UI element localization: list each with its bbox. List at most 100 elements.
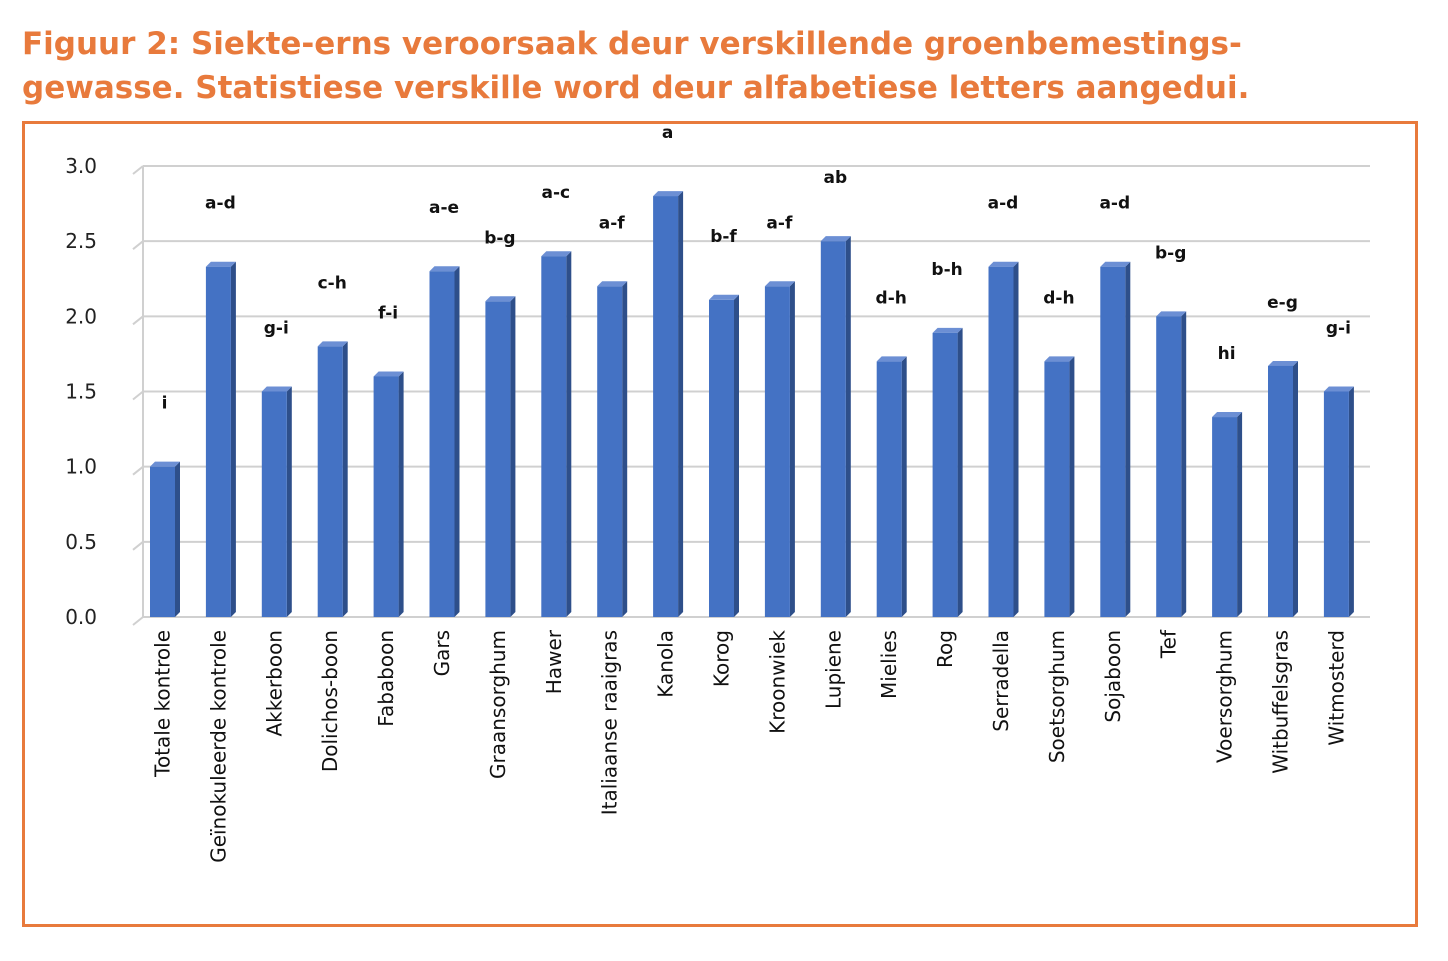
bar-top [1156,311,1187,317]
bar [876,361,902,617]
bar-side [454,266,460,617]
bar [541,256,567,617]
bar-top [932,327,963,333]
bar [1044,361,1070,617]
bar-top [429,266,460,272]
bar [764,286,790,617]
figure-title: Figuur 2: Siekte-erns veroorsaak deur ve… [22,22,1422,110]
bar [820,241,846,617]
bar-side [789,281,795,617]
bar-side [175,461,180,617]
bar-side [1013,261,1019,617]
category-label: Italiaanse raaigras [598,630,622,815]
bar [485,301,511,617]
significance-label: f-i [378,303,398,323]
significance-label: a [662,124,673,143]
significance-label: a-d [988,194,1019,214]
bar [261,391,287,617]
bar [373,376,399,617]
significance-label: a-c [541,183,570,203]
category-labels: Totale kontrole Geïnokuleerde kontrole Akk… [151,629,1349,863]
bar-top [1044,356,1075,362]
significance-label: b-g [484,228,515,248]
y-tick-label: 1.5 [65,380,97,404]
bar [709,299,734,617]
category-label: Fababoon [374,630,398,727]
significance-label: c-h [318,273,347,293]
bar [1268,365,1293,617]
bar [988,266,1014,617]
bar [932,332,958,617]
gridline-depth [132,541,144,551]
bar-side [901,356,907,617]
bar-side [342,341,348,617]
significance-label: a-d [1099,194,1130,214]
bar-top [205,261,236,267]
y-tick-label: 2.0 [65,304,97,328]
bar-top [373,371,404,377]
bar-top [1100,261,1131,267]
bar-top [317,341,348,347]
bar-side [1069,356,1075,617]
bar [653,196,679,618]
y-tick-label: 3.0 [65,154,97,178]
bar-top [820,236,851,242]
category-label: Witmosterd [1324,630,1348,746]
category-label: Serradella [989,630,1013,732]
bars [150,191,1354,618]
bar-top [485,296,516,302]
bar-side [286,386,292,617]
bar-top [597,281,628,287]
category-label: Lupiene [821,630,845,709]
category-label: Hawer [542,629,566,694]
bar-top [150,461,180,467]
y-axis-ticks: 0.0 0.5 1.0 1.5 2.0 2.5 3.0 [65,154,97,629]
bar-top [709,294,739,300]
category-label: Geïnokuleerde kontrole [206,630,230,863]
significance-label: e-g [1267,293,1298,313]
figure-title-line-1: Figuur 2: Siekte-erns veroorsaak deur ve… [22,26,1242,62]
category-label: Sojaboon [1101,630,1125,723]
category-label: Graansorghum [486,630,510,779]
bar-side [622,281,628,617]
y-tick-label: 1.0 [65,455,97,479]
significance-label: g-i [264,319,289,339]
bar-side [1348,386,1354,617]
category-label: Mielies [877,630,901,699]
gridline-depth [132,165,144,175]
bar [597,286,623,617]
bar-top [1212,412,1243,418]
bar-side [230,261,236,617]
significance-label: a-e [429,198,459,218]
category-label: Soetsorghum [1045,630,1069,763]
significance-label: a-f [599,213,626,233]
y-tick-label: 0.0 [65,605,97,629]
category-label: Korog [710,630,734,687]
bar-side [398,371,404,617]
gridline-depth [132,240,144,250]
bar-side [1181,311,1187,617]
significance-label: ab [823,168,847,188]
bar-top [261,386,292,392]
bar [1156,316,1182,617]
bar-chart: 0.0 0.5 1.0 1.5 2.0 2.5 3.0 i a-d g-i c-h f-i a-e b-… [65,124,1370,863]
gridline-depth [132,390,144,401]
significance-labels: i a-d g-i c-h f-i a-e b-g a-c a-f a b-f a-f ab d-h b-h… [162,124,1351,414]
bar-side [566,251,572,617]
significance-label: d-h [1043,288,1074,308]
bar-top [876,356,907,362]
figure-title-line-2: gewasse. Statistiese verskille word deur… [22,70,1250,106]
category-label: Tef [1157,629,1181,659]
bar [317,346,343,617]
category-label: Totale kontrole [151,630,175,778]
bar [205,266,231,617]
chart-frame: 0.0 0.5 1.0 1.5 2.0 2.5 3.0 i a-d g-i c-h f-i a-e b-… [22,121,1418,927]
significance-label: i [162,394,168,414]
significance-label: b-h [931,260,962,280]
bar [429,271,455,617]
category-label: Gars [430,630,454,676]
category-label: Rog [933,630,957,668]
bar-side [734,294,739,617]
bar-top [764,281,795,287]
bar [1212,417,1238,617]
